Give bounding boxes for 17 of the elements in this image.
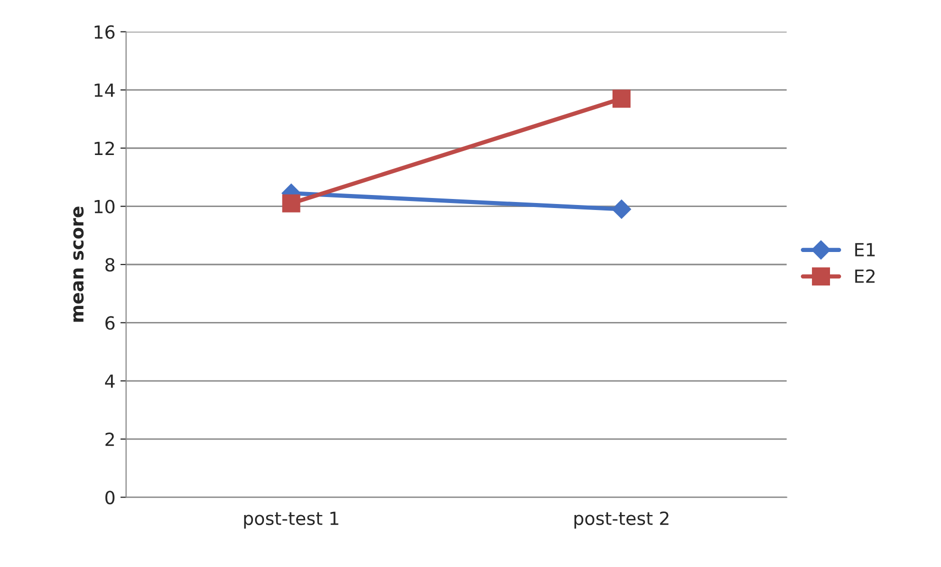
- x-tick-label: post-test 2: [574, 511, 668, 529]
- y-tick-label: 6: [105, 316, 115, 330]
- y-tick-label: 0: [105, 490, 114, 504]
- point: [282, 194, 300, 212]
- y-tick-label: 14: [94, 84, 115, 97]
- y-tick-label: 16: [94, 25, 115, 39]
- y-tick-label: 12: [94, 142, 114, 155]
- point: [612, 90, 631, 108]
- y-tick-label: 10: [94, 200, 114, 214]
- point: [612, 200, 632, 219]
- y-axis-title: mean score: [73, 206, 84, 322]
- legend-label: E1: [855, 243, 875, 256]
- legend-label: E2: [855, 269, 875, 283]
- y-tick-label: 2: [106, 432, 114, 446]
- y-tick-label: 4: [105, 374, 115, 388]
- y-tick-label: 8: [105, 258, 114, 272]
- x-tick-label: post-test 1: [244, 512, 338, 529]
